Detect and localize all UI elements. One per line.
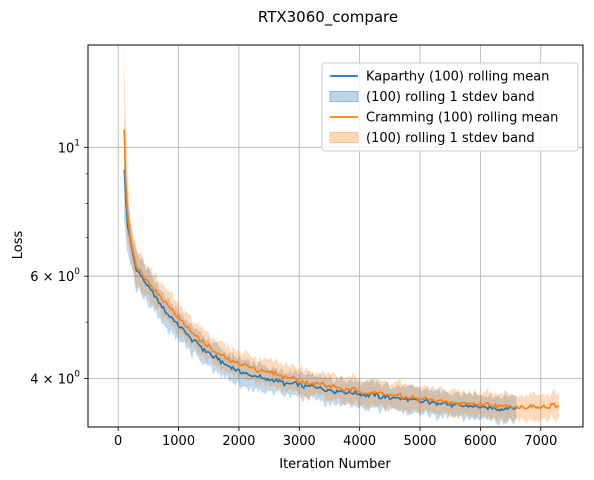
y-tick-exponent: 0 [74, 267, 80, 277]
x-tick-label: 4000 [343, 434, 376, 449]
std-band-0 [124, 116, 517, 427]
y-tick-base: 6 × 10 [30, 270, 74, 285]
y-tick-exponent: 0 [74, 369, 80, 379]
x-tick-label: 2000 [222, 434, 255, 449]
x-axis-label: Iteration Number [279, 457, 391, 472]
y-axis-label: Loss [11, 231, 26, 260]
legend-box [321, 62, 579, 152]
y-tick-base: 10 [58, 141, 75, 156]
legend-label: (100) rolling 1 stdev band [366, 131, 535, 146]
y-tick-label: 4 × 100 [30, 369, 80, 387]
legend-band-swatch [329, 91, 359, 102]
x-tick-label: 0 [114, 434, 122, 449]
x-tick-label: 3000 [283, 434, 316, 449]
x-tick-label: 5000 [403, 434, 436, 449]
std-bands [124, 42, 559, 427]
y-tick-label: 6 × 100 [30, 267, 80, 285]
legend: Kaparthy (100) rolling mean (100) rolling… [321, 62, 579, 152]
x-tick-label: 1000 [162, 434, 195, 449]
legend-band-swatch [329, 132, 359, 143]
series-line-0 [123, 169, 518, 412]
plot-frame [87, 44, 584, 428]
y-tick-exponent: 1 [74, 138, 80, 148]
y-tick-base: 4 × 10 [30, 372, 74, 387]
x-tick-label: 6000 [464, 434, 497, 449]
x-axis-ticks: 0 1000 2000 3000 4000 5000 6000 7000 [114, 427, 557, 449]
series-lines [123, 129, 560, 412]
x-tick-label: 7000 [524, 434, 557, 449]
chart-title: RTX3060_compare [258, 8, 398, 27]
y-tick-label: 101 [58, 138, 80, 156]
legend-label: Kaparthy (100) rolling mean [366, 70, 549, 85]
legend-label: (100) rolling 1 stdev band [366, 90, 535, 105]
legend-label: Cramming (100) rolling mean [366, 111, 558, 126]
series-line-1 [123, 129, 560, 410]
